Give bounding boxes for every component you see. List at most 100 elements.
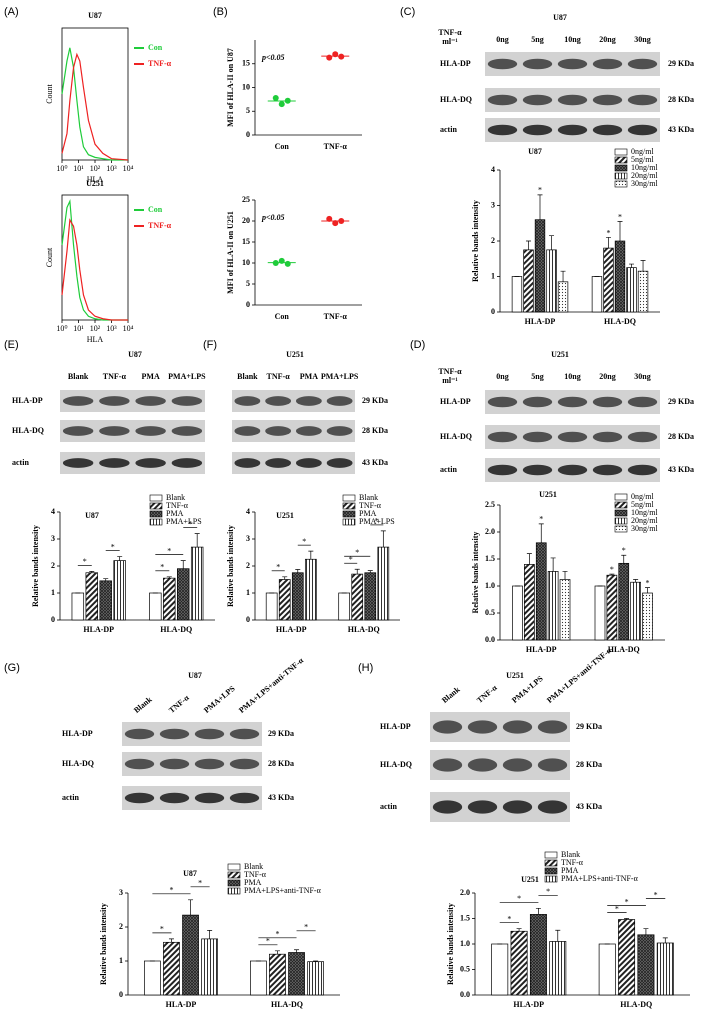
error-bar	[188, 899, 194, 916]
blot-strip	[232, 390, 355, 412]
x-tick-label: 10⁰	[56, 164, 67, 173]
legend-swatch	[342, 510, 356, 518]
lane-label: TNF-α	[267, 372, 291, 381]
blot-band	[557, 431, 588, 443]
dot	[326, 54, 333, 61]
significance-star: *	[375, 517, 379, 526]
blot-band	[537, 758, 568, 772]
blot-band	[135, 458, 166, 468]
blot-band	[159, 758, 190, 770]
blot-band	[627, 431, 658, 443]
legend-label: TNF-α	[148, 221, 172, 230]
chart-title: U87	[528, 147, 542, 156]
row-label: HLA-DP	[62, 729, 93, 738]
error-bar	[633, 579, 639, 583]
bar	[510, 930, 528, 996]
x-tick-label: HLA-DQ	[160, 625, 192, 634]
blot-band	[171, 426, 203, 436]
significance-star: *	[160, 925, 164, 934]
y-tick-label: 4	[246, 507, 250, 516]
bar	[144, 960, 161, 996]
blot-band	[487, 431, 518, 443]
x-axis-label: HLA	[87, 175, 104, 184]
lane-label: 10ng	[564, 35, 580, 44]
kda-label: 43 KDa	[362, 458, 388, 467]
legend-label: 10ng/ml	[631, 163, 658, 172]
significance-star: *	[646, 578, 650, 587]
error-bar	[555, 929, 561, 942]
bar	[377, 546, 390, 621]
blot-strip	[60, 390, 205, 412]
y-tick-label: 10	[242, 258, 250, 267]
error-bar	[89, 571, 95, 573]
y-tick-label: 3	[119, 888, 123, 897]
blot-band	[234, 426, 261, 436]
lane-label: TNF-α	[103, 372, 127, 381]
blot-band	[557, 94, 588, 106]
y-axis-label: Relative bands intensity	[226, 525, 235, 607]
blot-band	[557, 464, 588, 476]
chart-title: U251	[276, 511, 294, 520]
blot-band	[522, 58, 553, 70]
bar	[265, 592, 278, 621]
legend-swatch	[227, 863, 241, 871]
panel-label: (C)	[400, 6, 415, 18]
y-tick-label: 1.5	[485, 554, 495, 563]
legend-label: Blank	[359, 493, 378, 502]
y-tick-label: 5	[246, 106, 250, 115]
blot-band	[487, 464, 518, 476]
row-label: actin	[62, 793, 79, 802]
histogram-line	[61, 198, 128, 321]
bar	[71, 592, 85, 621]
legend-label: 5ng/ml	[631, 155, 654, 164]
bar	[288, 952, 305, 996]
y-tick-label: 1	[246, 588, 250, 597]
dot	[284, 260, 291, 267]
y-tick-label: 1	[51, 588, 55, 597]
x-tick-label: HLA-DP	[83, 625, 114, 634]
bar	[637, 270, 649, 313]
significance-star: *	[618, 212, 622, 221]
histogram-line	[61, 52, 129, 161]
lane-label: PMA+LPS	[202, 684, 237, 715]
bar	[307, 961, 324, 996]
panel-label: (D)	[410, 339, 425, 351]
error-bar	[282, 576, 288, 580]
panel-label: (G)	[4, 662, 20, 674]
blot-band	[135, 426, 166, 436]
legend-label: TNF-α	[166, 501, 189, 510]
blot-band	[62, 458, 94, 468]
bar	[351, 573, 364, 621]
bar	[630, 581, 641, 641]
x-tick-label: HLA-DQ	[348, 625, 380, 634]
bar	[177, 568, 190, 621]
legend-label: PMA+LPS	[359, 517, 395, 526]
blot-band	[99, 396, 130, 406]
lane-label: Blank	[237, 372, 258, 381]
legend-label: 30ng/ml	[631, 179, 658, 188]
dot	[272, 260, 279, 266]
row-label: HLA-DQ	[440, 95, 472, 104]
error-bar	[354, 568, 360, 575]
blot-band	[135, 396, 166, 406]
bar	[626, 267, 637, 313]
y-tick-label: 0	[51, 615, 55, 624]
blot-band	[229, 728, 260, 740]
bar	[637, 934, 655, 996]
error-bar	[308, 550, 314, 560]
row-label: HLA-DP	[380, 722, 411, 731]
lane-label: Blank	[440, 685, 462, 705]
error-bar	[550, 557, 556, 572]
lane-label: 5ng	[531, 372, 543, 381]
lane-label: 30ng	[634, 372, 650, 381]
significance-star: *	[349, 555, 353, 564]
lane-label: TNF-α	[475, 683, 499, 705]
bar	[529, 914, 547, 996]
blot-band	[487, 58, 518, 70]
blot-strip	[60, 452, 205, 474]
row-label: HLA-DQ	[62, 759, 94, 768]
x-tick-label: 10⁰	[56, 324, 67, 333]
error-bar	[624, 918, 630, 920]
blot-band	[295, 458, 322, 468]
blot-band	[522, 94, 553, 106]
